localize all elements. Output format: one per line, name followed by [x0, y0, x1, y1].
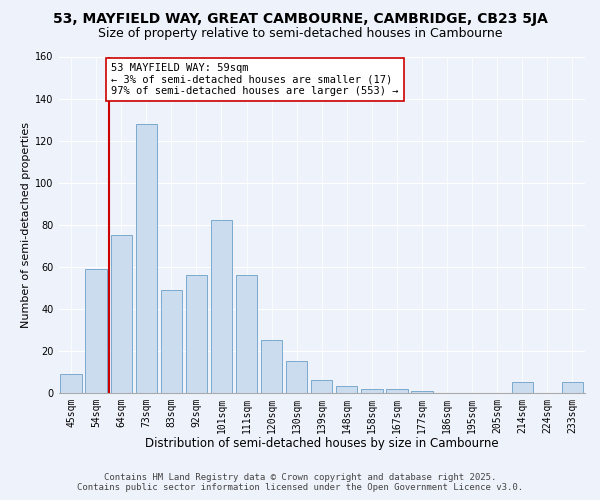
Bar	[286, 361, 307, 392]
Bar	[261, 340, 282, 392]
Bar	[236, 275, 257, 392]
Bar	[412, 390, 433, 392]
Bar	[85, 268, 107, 392]
Bar	[186, 275, 207, 392]
Bar	[161, 290, 182, 392]
Bar	[361, 388, 383, 392]
X-axis label: Distribution of semi-detached houses by size in Cambourne: Distribution of semi-detached houses by …	[145, 437, 499, 450]
Y-axis label: Number of semi-detached properties: Number of semi-detached properties	[21, 122, 31, 328]
Bar	[136, 124, 157, 392]
Text: Contains HM Land Registry data © Crown copyright and database right 2025.
Contai: Contains HM Land Registry data © Crown c…	[77, 473, 523, 492]
Bar	[512, 382, 533, 392]
Text: Size of property relative to semi-detached houses in Cambourne: Size of property relative to semi-detach…	[98, 28, 502, 40]
Bar	[211, 220, 232, 392]
Bar	[336, 386, 358, 392]
Text: 53, MAYFIELD WAY, GREAT CAMBOURNE, CAMBRIDGE, CB23 5JA: 53, MAYFIELD WAY, GREAT CAMBOURNE, CAMBR…	[53, 12, 547, 26]
Bar	[311, 380, 332, 392]
Text: 53 MAYFIELD WAY: 59sqm
← 3% of semi-detached houses are smaller (17)
97% of semi: 53 MAYFIELD WAY: 59sqm ← 3% of semi-deta…	[111, 63, 398, 96]
Bar	[562, 382, 583, 392]
Bar	[386, 388, 407, 392]
Bar	[61, 374, 82, 392]
Bar	[110, 235, 132, 392]
